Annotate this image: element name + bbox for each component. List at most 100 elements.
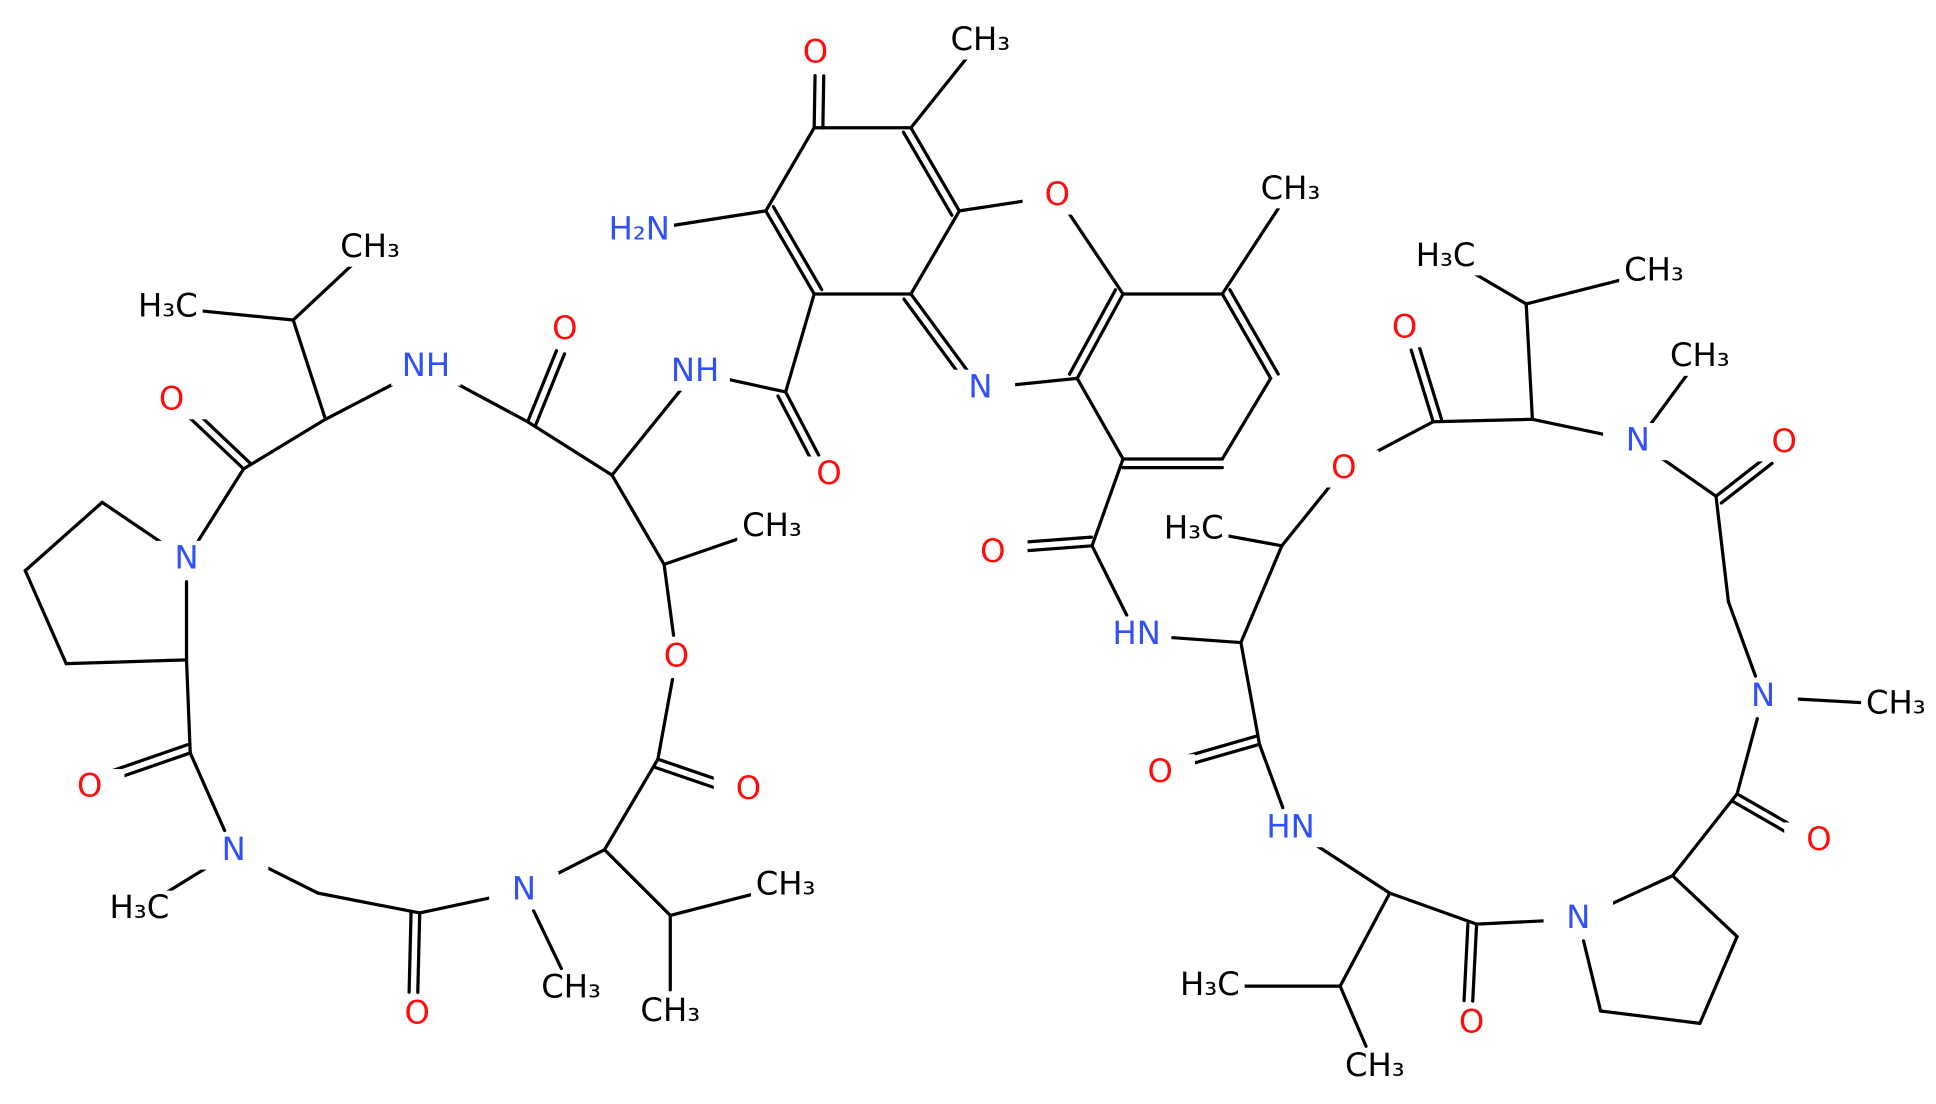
atom-label: O [664,636,689,674]
label-bg [958,534,1028,572]
label-bg [104,890,175,928]
bond [764,209,816,296]
bond [407,911,413,994]
label-bg [660,353,730,391]
bond [1075,292,1125,380]
bond [1431,417,1535,424]
label-bg [55,769,125,807]
label-bg [1101,616,1172,654]
bond [784,390,821,457]
label-bg [780,34,851,72]
bond [196,467,246,543]
bond [1474,918,1558,926]
bond [1068,212,1125,296]
bond [1067,288,1118,376]
label-bg [536,970,606,1008]
atom-label: O [1331,448,1356,486]
atom-label: CH₃ [1261,169,1321,207]
label-bg [945,22,1016,60]
atom-label: O [1392,308,1417,346]
bond [184,658,192,755]
label-bg [1369,310,1440,348]
bond [656,677,675,761]
label-bg [1619,253,1689,291]
bond [291,261,356,322]
atom-label: O [159,380,184,418]
atom-label: CH₃ [1866,684,1926,722]
label-bg [1159,511,1229,549]
label-bg [136,382,207,420]
atom-label: CH₃ [1624,251,1684,289]
atom-label: N [968,367,992,405]
bond [188,308,295,322]
label-bg [1603,422,1673,461]
bond [784,292,816,394]
atom-label: CH₃ [640,991,700,1029]
bond [1338,891,1392,988]
label-bg [1784,822,1854,860]
bond [1524,275,1634,306]
label-bg [1665,338,1735,376]
bond [1220,206,1280,296]
atom-label: HN [1266,808,1314,846]
bond [1417,345,1444,421]
bond [526,349,559,424]
bond [1409,348,1435,424]
bond [1090,544,1129,617]
bond [64,658,189,666]
atom-label: H₃C [110,888,170,926]
bond [1338,984,1368,1048]
bond [610,473,666,567]
label-bg [198,832,269,870]
bond [1783,696,1876,705]
label-bg [635,993,706,1031]
bond [812,74,817,130]
bond [241,417,328,471]
atom-label: N [1626,421,1650,459]
bond [1462,922,1470,1003]
atom-label: CH₃ [541,968,601,1006]
atom-label: N [1751,676,1775,714]
label-bg [1861,685,1931,724]
label-bg [1728,678,1798,716]
label-bg [1175,967,1245,1005]
bond [1726,600,1758,678]
label-bg [1309,450,1379,488]
bond [526,420,614,477]
bond [186,414,246,471]
atom-label: CH₃ [340,227,400,265]
bond [909,56,969,130]
bond [418,893,504,915]
bond [1735,717,1759,796]
label-bg [945,369,1016,407]
bond [1280,484,1332,548]
atom-label: HN [1113,614,1161,652]
bond [416,911,422,994]
bond [909,126,961,213]
bond [668,889,766,918]
bond [291,318,328,421]
atom-label: H₃C [138,287,198,325]
atom-label: NH [671,351,719,389]
atom-label: NH [402,346,450,384]
bond [1670,792,1739,878]
bond [1157,635,1243,645]
bond [1524,302,1535,421]
bond [1698,934,1739,1025]
bond [1220,292,1273,380]
label-bg [1340,1048,1410,1086]
label-bg [151,540,222,579]
label-bg [382,996,452,1034]
atom-label: O [1459,1002,1484,1040]
label-bg [489,872,559,910]
bond [659,209,768,229]
label-bg [1022,177,1093,215]
bond [1654,452,1718,498]
atom-label: O [1772,422,1797,460]
label-bg [1255,171,1326,209]
label-bg [530,311,600,349]
bond [1257,742,1285,810]
atom-label: O [405,994,430,1032]
